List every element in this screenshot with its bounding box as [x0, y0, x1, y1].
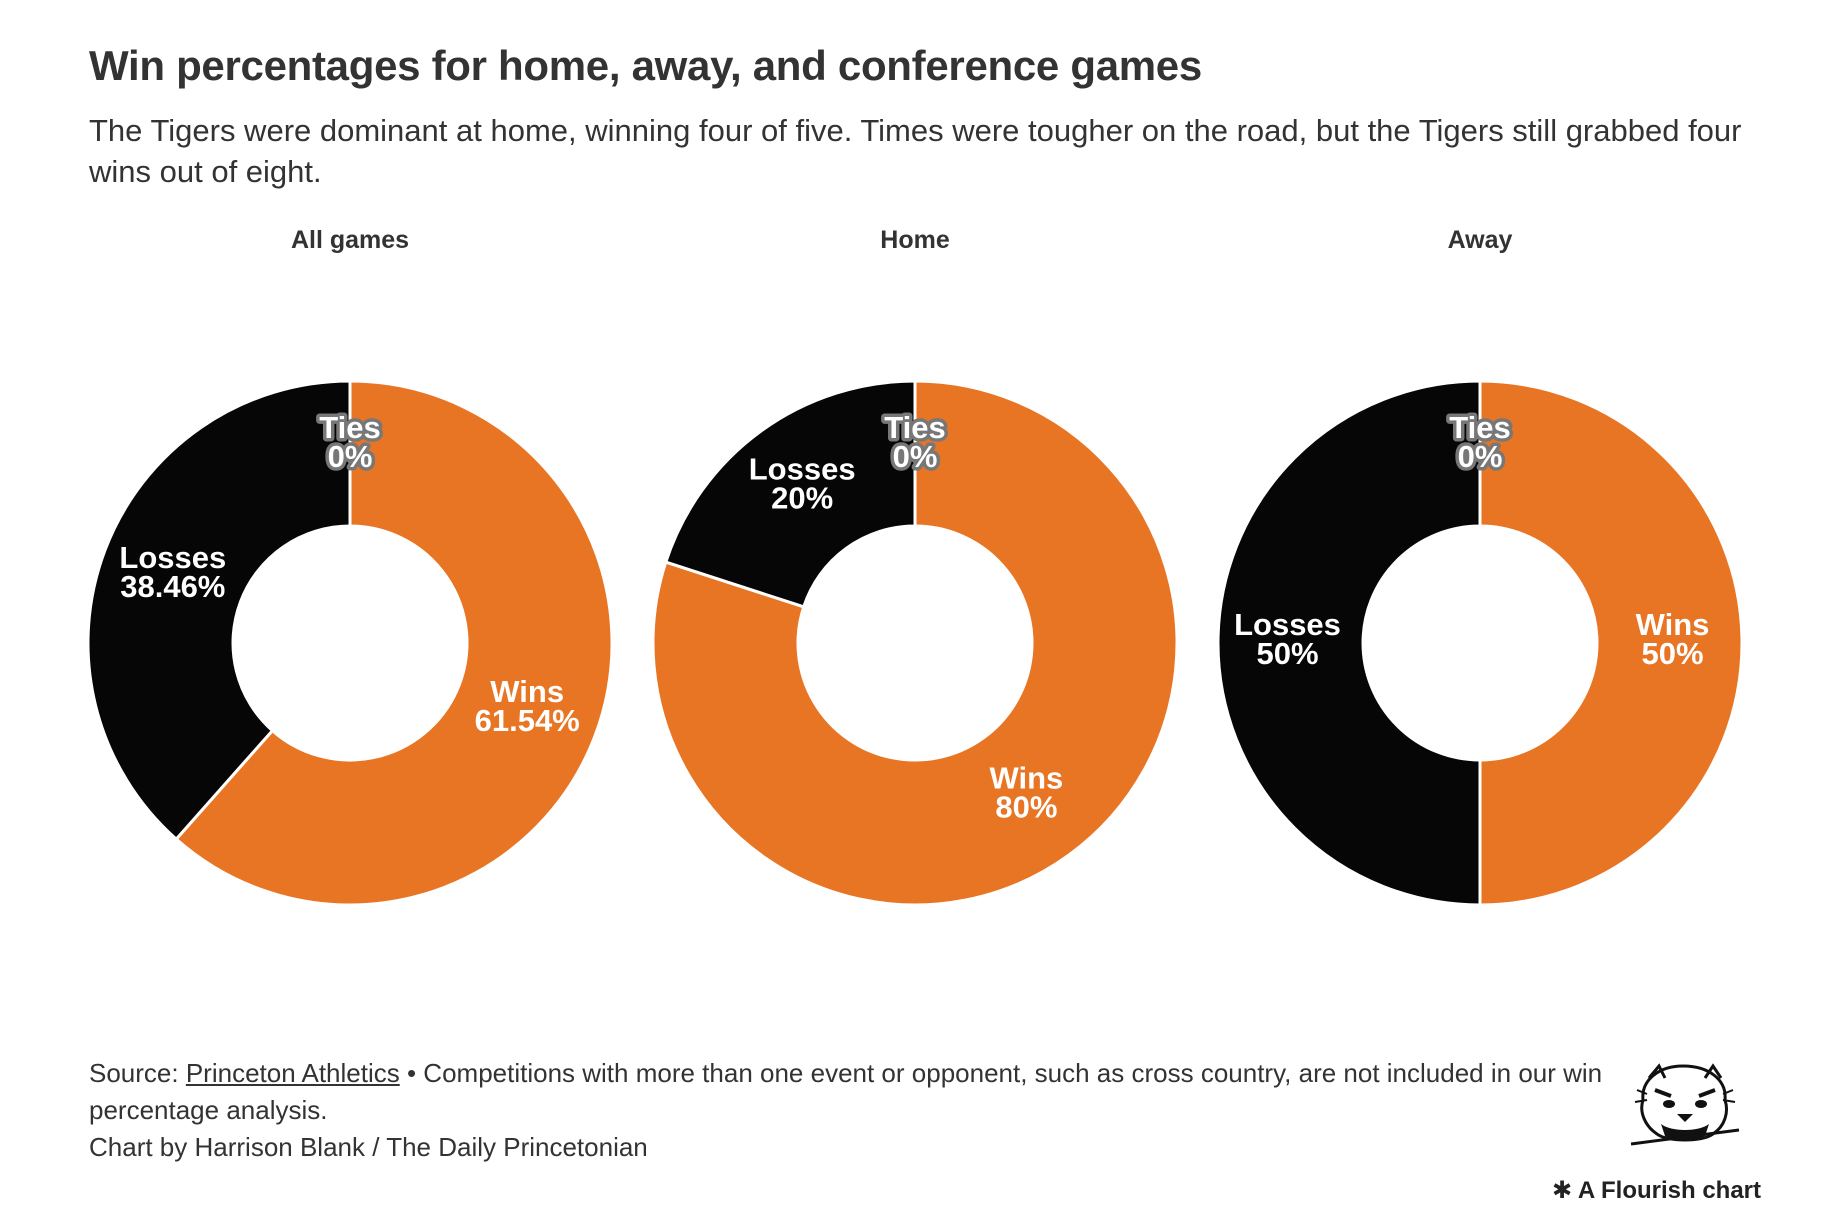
slice-label-ties-3: Ties 0%	[1449, 410, 1510, 474]
flourish-credit-link[interactable]: ✱ A Flourish chart	[1552, 1177, 1762, 1204]
donut-title-1: All games	[291, 226, 409, 254]
slice-label-losses-2: Losses 20%	[749, 452, 856, 516]
donut-charts: All games Wins 61.54% Losses 38.46% Ties 0% Hom…	[86, 226, 1744, 907]
slice-label-wins-3: Wins 50%	[1636, 607, 1710, 671]
slice-wins-2[interactable]	[651, 379, 1179, 907]
slice-wins-1[interactable]	[174, 379, 614, 907]
slice-wins-3[interactable]	[1478, 379, 1744, 907]
slice-label-losses-1: Losses 38.46%	[119, 540, 226, 604]
chart-title: Win percentages for home, away, and conf…	[89, 42, 1202, 89]
chart-footer: Source: Princeton Athletics • Competitio…	[89, 1055, 1609, 1166]
donut-title-2: Home	[880, 226, 950, 254]
source-link[interactable]: Princeton Athletics	[185, 1058, 400, 1088]
slice-losses-2[interactable]	[664, 379, 917, 609]
tiger-head-logo-icon	[1630, 1063, 1740, 1146]
chart-subtitle: The Tigers were dominant at home, winnin…	[89, 113, 1742, 189]
source-line: Source: Princeton Athletics • Competitio…	[89, 1055, 1609, 1129]
source-note: • Competitions with more than one event …	[89, 1058, 1603, 1125]
slice-label-losses-3: Losses 50%	[1234, 607, 1341, 671]
slice-label-ties-1: Ties 0%	[319, 410, 380, 474]
slice-label-ties-2: Ties 0%	[884, 410, 945, 474]
slice-losses-3[interactable]	[1216, 379, 1482, 907]
slice-label-wins-2: Wins 80%	[989, 760, 1063, 824]
source-prefix: Source:	[89, 1058, 179, 1088]
slice-losses-1[interactable]	[86, 379, 352, 841]
chart-credit: Chart by Harrison Blank / The Daily Prin…	[89, 1132, 648, 1162]
donut-title-3: Away	[1448, 226, 1513, 254]
slice-label-wins-1: Wins 61.54%	[475, 674, 580, 738]
